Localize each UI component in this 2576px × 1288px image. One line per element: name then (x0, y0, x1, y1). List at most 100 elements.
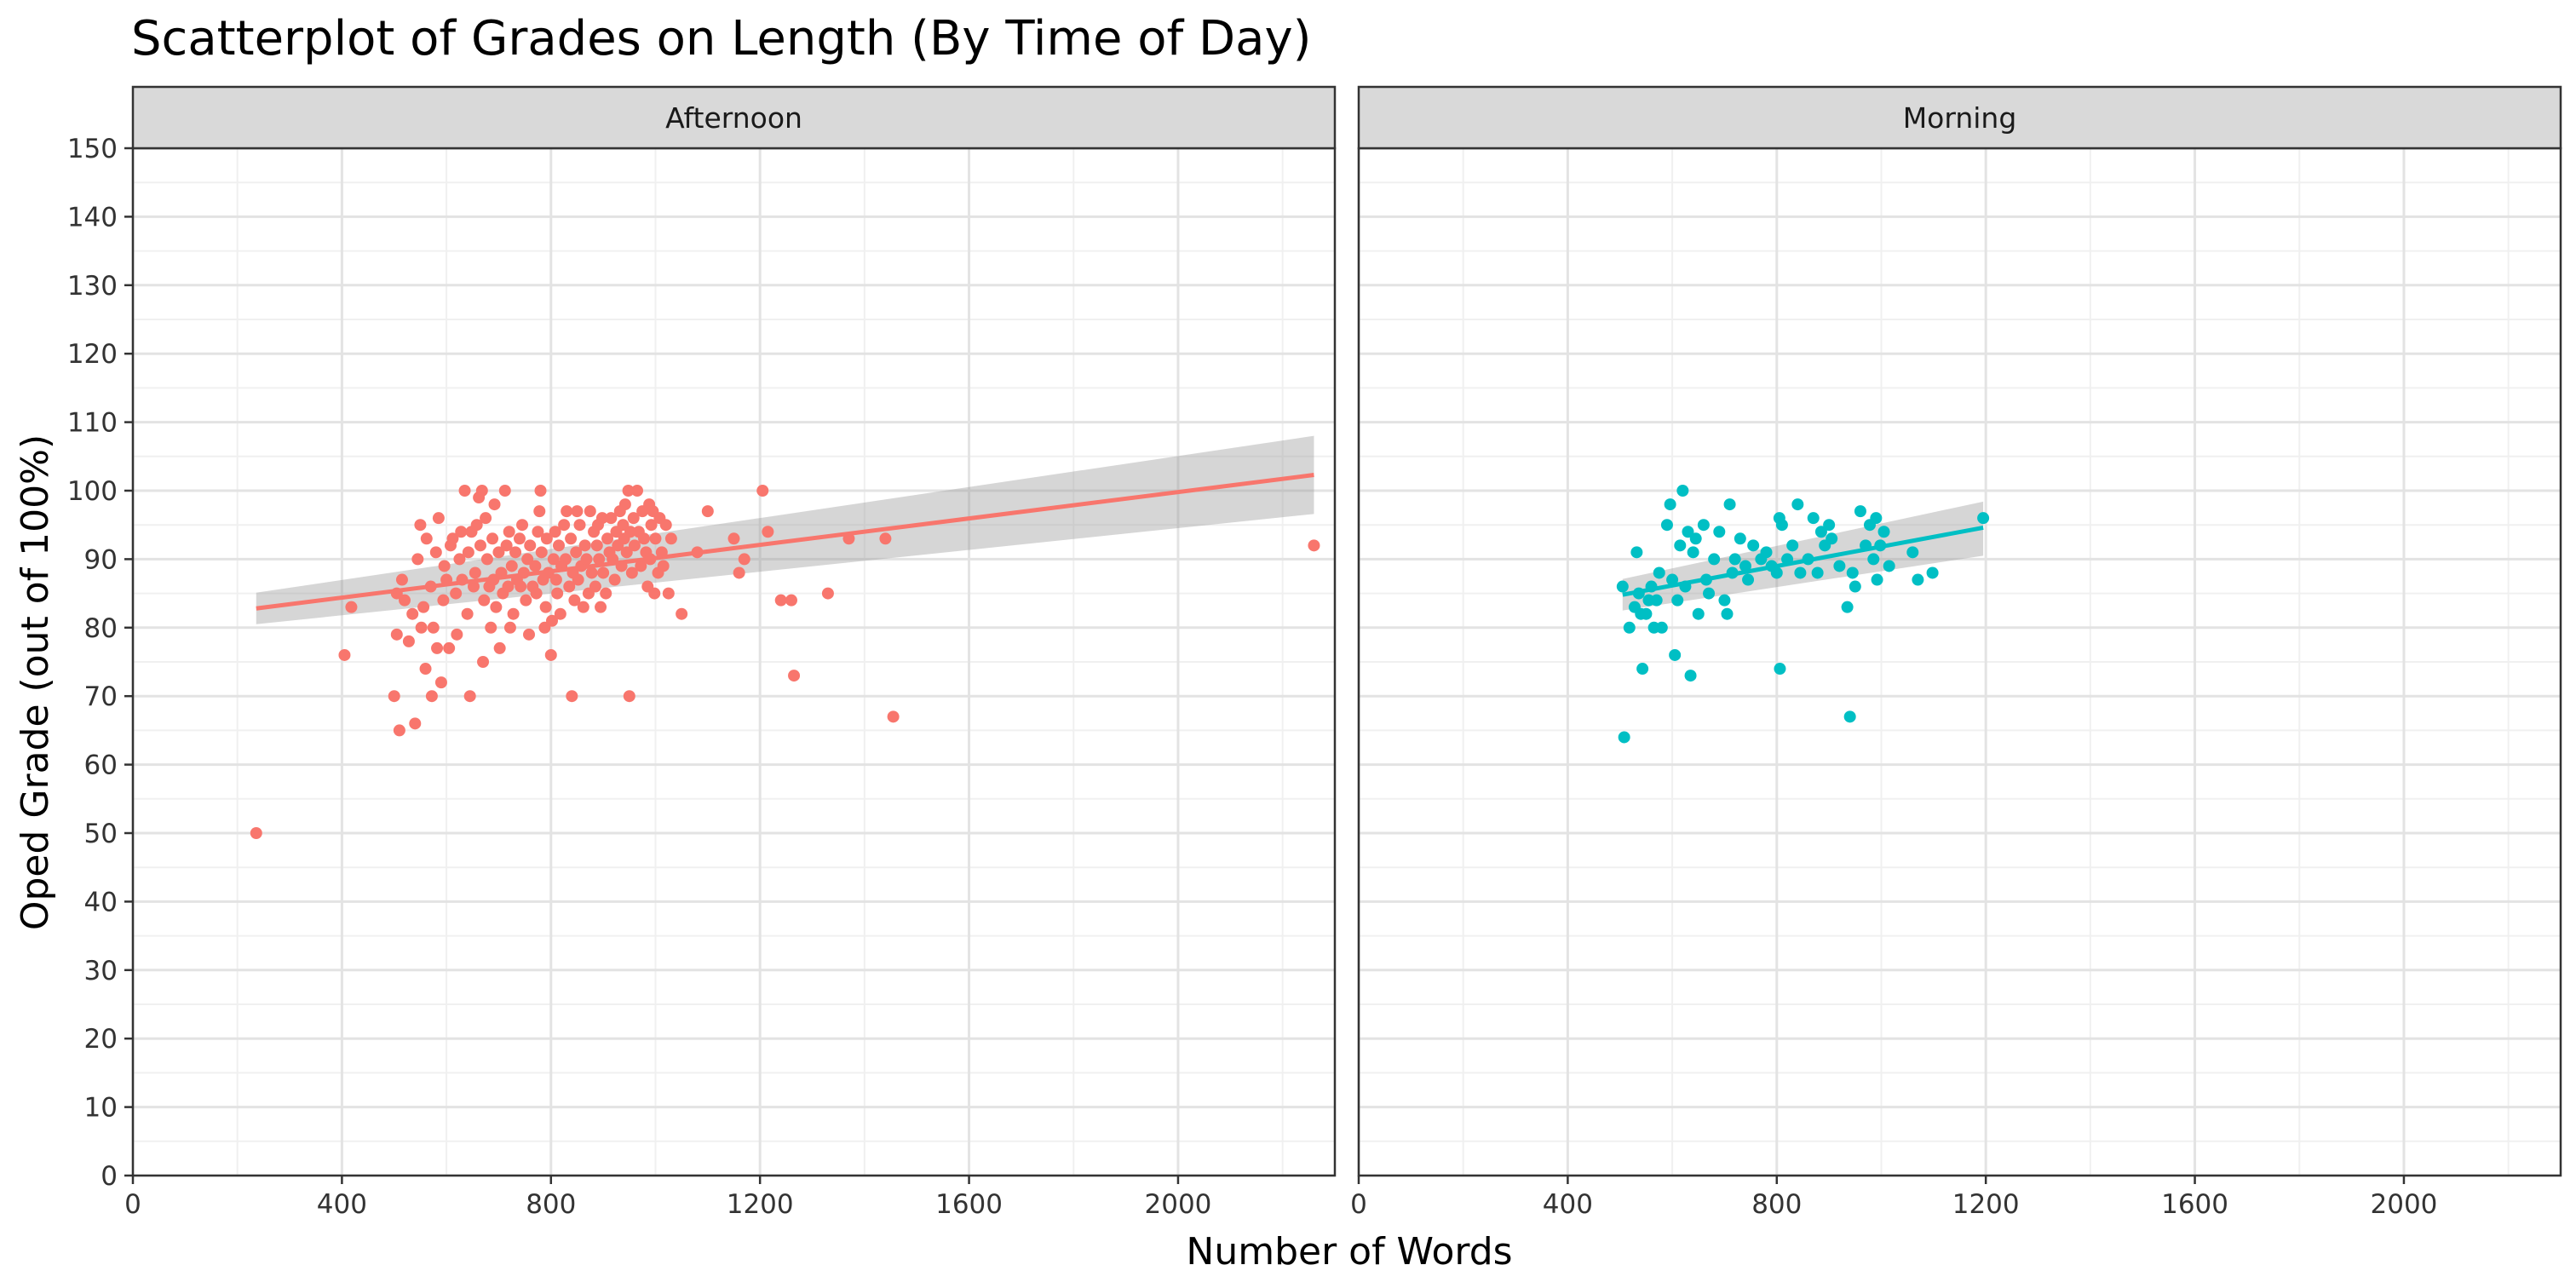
y-tick-label: 30 (84, 956, 118, 986)
data-point (625, 566, 638, 579)
data-point (585, 566, 598, 579)
data-point (1718, 594, 1731, 607)
data-point (521, 553, 534, 566)
data-point (756, 485, 769, 497)
data-point (546, 614, 559, 627)
data-point (509, 546, 522, 559)
data-point (566, 690, 578, 703)
data-point (505, 560, 518, 572)
data-point (535, 546, 548, 559)
data-point (1867, 553, 1880, 566)
data-point (1775, 519, 1788, 532)
data-point (453, 553, 466, 566)
data-point (733, 566, 745, 579)
data-point (1682, 526, 1694, 538)
data-point (589, 580, 601, 593)
data-point (492, 546, 505, 559)
data-point (1826, 532, 1838, 545)
strip-label: Morning (1903, 101, 2017, 135)
data-point (1623, 621, 1636, 634)
data-points (250, 485, 1320, 839)
y-tick-label: 50 (84, 819, 118, 849)
data-point (701, 505, 714, 518)
data-point (1843, 710, 1856, 723)
data-point (250, 827, 262, 839)
panel-morning: Morning 0 400 800 1200 1600 2000 (1350, 85, 2562, 1220)
data-point (1774, 663, 1786, 676)
data-point (446, 532, 459, 545)
data-point (1846, 566, 1859, 579)
y-tick-label: 0 (101, 1161, 118, 1192)
data-point (469, 566, 481, 579)
regression-line (1622, 525, 1984, 597)
chart-title: Scatterplot of Grades on Length (By Time… (131, 11, 1311, 66)
data-point (524, 539, 537, 552)
data-point (493, 641, 506, 654)
data-point (627, 512, 640, 525)
data-point (390, 628, 403, 641)
data-point (1814, 526, 1827, 538)
data-point (727, 532, 740, 545)
data-point (1794, 566, 1807, 579)
data-point (1770, 566, 1783, 579)
data-point (1734, 532, 1746, 545)
data-point (1636, 663, 1649, 676)
data-point (434, 676, 447, 689)
x-axis-title: Number of Words (1186, 1230, 1512, 1274)
data-point (463, 690, 476, 703)
x-tick-label: 800 (1751, 1189, 1802, 1220)
data-point (595, 601, 607, 613)
x-tick-label: 1200 (727, 1189, 794, 1220)
data-point (1906, 546, 1919, 559)
data-point (420, 532, 433, 545)
data-point (1669, 648, 1682, 661)
y-tick-label: 40 (84, 887, 118, 917)
data-point (565, 532, 578, 545)
data-point (662, 587, 675, 600)
data-point (478, 594, 491, 607)
data-point (593, 553, 606, 566)
data-point (1811, 566, 1824, 579)
data-point (1742, 573, 1755, 586)
y-axis-title: Oped Grade (out of 100%) (14, 434, 57, 930)
y-tick-label: 100 (67, 476, 118, 507)
data-point (1703, 587, 1716, 600)
y-tick-label: 130 (67, 271, 118, 302)
regression-line (256, 473, 1314, 611)
data-point (1807, 512, 1820, 525)
data-point (595, 512, 608, 525)
data-point (1692, 607, 1705, 620)
data-point (1760, 546, 1773, 559)
data-point (659, 519, 672, 532)
data-point (480, 553, 493, 566)
data-point (520, 594, 532, 607)
data-point (1671, 594, 1684, 607)
data-point (631, 485, 644, 497)
data-point (488, 498, 501, 511)
data-point (1721, 607, 1734, 620)
data-point (402, 635, 415, 647)
data-point (1708, 553, 1721, 566)
data-point (532, 526, 544, 538)
data-point (608, 573, 621, 586)
data-point (1723, 498, 1736, 511)
x-tick-label: 800 (526, 1189, 576, 1220)
data-point (1697, 519, 1710, 532)
data-point (1660, 519, 1673, 532)
data-point (529, 560, 542, 572)
confidence-band (1622, 501, 1984, 611)
data-point (475, 485, 488, 497)
data-point (1871, 573, 1883, 586)
data-point (1650, 594, 1663, 607)
data-point (1728, 553, 1741, 566)
data-point (1977, 512, 1990, 525)
y-tick-label: 70 (84, 681, 118, 712)
data-point (572, 573, 584, 586)
data-point (467, 580, 480, 593)
data-point (450, 587, 463, 600)
data-point (552, 539, 565, 552)
data-point (1308, 539, 1320, 552)
data-point (544, 648, 557, 661)
data-point (540, 532, 553, 545)
data-point (516, 519, 529, 532)
